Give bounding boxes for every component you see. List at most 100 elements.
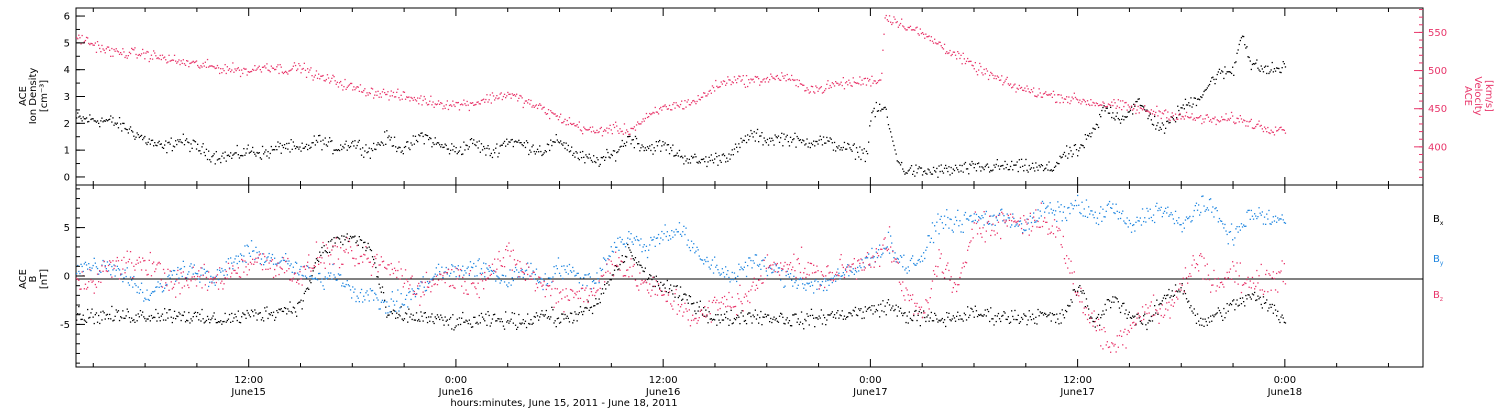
data-point [639, 244, 641, 246]
data-point [926, 36, 928, 38]
data-point [264, 307, 266, 309]
data-point [752, 314, 754, 316]
data-point [842, 272, 844, 274]
data-point [169, 270, 171, 272]
data-point [253, 151, 255, 153]
data-point [414, 293, 417, 296]
data-point [1181, 283, 1183, 285]
data-point [1126, 109, 1128, 111]
data-point [590, 131, 593, 133]
data-point [1020, 223, 1023, 225]
data-point [1277, 310, 1279, 312]
data-point [461, 285, 463, 287]
data-point [738, 75, 740, 77]
data-point [485, 154, 487, 156]
data-point [1152, 314, 1155, 316]
data-point [85, 117, 88, 119]
data-point [188, 142, 190, 144]
data-point [359, 239, 362, 241]
data-point [580, 311, 583, 313]
data-point [235, 316, 237, 318]
data-point [1188, 116, 1190, 119]
data-point [465, 144, 467, 146]
data-point [189, 150, 191, 153]
data-point [1085, 138, 1088, 140]
data-point [837, 268, 839, 270]
data-point [380, 256, 382, 258]
data-point [964, 314, 967, 316]
data-point [1178, 114, 1180, 116]
data-point [569, 122, 572, 125]
data-point [79, 288, 81, 290]
data-point [580, 287, 583, 289]
data-point [1139, 104, 1141, 107]
data-point [1233, 121, 1235, 123]
data-point [811, 144, 814, 146]
data-point [147, 141, 149, 143]
data-point [390, 311, 392, 313]
data-point [397, 289, 399, 291]
data-point [191, 276, 193, 278]
data-point [971, 308, 973, 310]
data-point [206, 158, 209, 161]
data-point [672, 103, 674, 106]
data-point [740, 266, 742, 268]
data-point [386, 268, 388, 270]
data-point [279, 266, 281, 268]
data-point [464, 149, 466, 151]
data-point [1097, 223, 1100, 226]
data-point [807, 315, 809, 317]
data-point [821, 280, 824, 283]
data-point [706, 95, 708, 97]
data-point [1214, 314, 1216, 316]
data-point [234, 152, 236, 154]
data-point [338, 149, 341, 152]
data-point [370, 249, 373, 252]
data-point [132, 131, 134, 133]
data-point [415, 312, 418, 314]
data-point [190, 62, 192, 64]
data-point [324, 276, 326, 278]
data-point [1180, 287, 1182, 289]
data-point [547, 316, 550, 318]
data-point [825, 324, 827, 326]
data-point [887, 299, 890, 301]
data-point [368, 147, 370, 149]
data-point [1183, 290, 1185, 292]
data-point [1083, 146, 1085, 149]
data-point [472, 266, 474, 269]
data-point [469, 261, 472, 263]
data-point [539, 145, 541, 147]
data-point [859, 146, 861, 148]
data-point [1265, 65, 1267, 67]
data-point [351, 297, 353, 299]
data-point [435, 275, 437, 277]
data-point [255, 257, 257, 259]
data-point [828, 140, 830, 142]
data-point [1194, 97, 1196, 99]
data-point [731, 149, 733, 151]
data-point [1221, 315, 1223, 317]
data-point [1000, 165, 1002, 167]
data-point [182, 133, 184, 135]
data-point [1139, 107, 1141, 109]
data-point [1008, 217, 1011, 219]
data-point [320, 140, 322, 142]
data-point [220, 161, 222, 164]
data-point [529, 275, 531, 277]
data-point [1033, 212, 1035, 214]
data-point [343, 250, 345, 252]
data-point [435, 318, 437, 320]
data-point [1084, 306, 1086, 308]
data-point [162, 290, 165, 292]
data-point [622, 275, 624, 277]
data-point [1123, 302, 1125, 304]
data-point [1158, 110, 1160, 112]
data-point [1009, 83, 1012, 85]
data-point [715, 79, 717, 82]
data-point [621, 255, 623, 257]
data-point [214, 318, 216, 320]
data-point [85, 264, 88, 266]
data-point [199, 276, 201, 278]
data-point [520, 267, 522, 270]
